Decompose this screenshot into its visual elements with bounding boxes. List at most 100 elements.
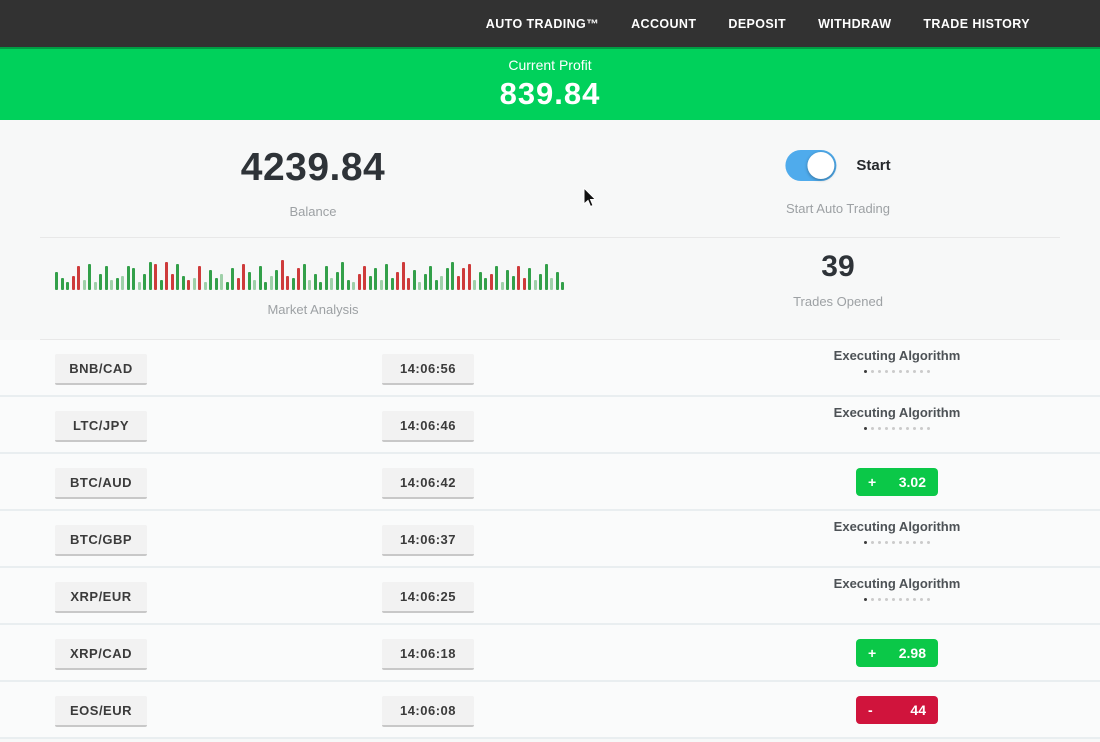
nav-item-deposit[interactable]: DEPOSIT — [728, 16, 787, 31]
time-chip: 14:06:56 — [382, 354, 474, 385]
green-candle-bar — [209, 270, 212, 290]
red-candle-bar — [71, 276, 75, 290]
progress-dot — [899, 541, 902, 544]
account-section: 4239.84 Balance Start Start Auto Trading — [0, 120, 1100, 237]
progress-dot — [913, 541, 916, 544]
progress-dot — [927, 598, 930, 601]
progress-dot — [864, 370, 867, 373]
progress-dot — [906, 427, 909, 430]
green-candle-bar — [352, 282, 355, 290]
nav-item-withdraw[interactable]: WITHDRAW — [818, 16, 892, 31]
nav-item-account[interactable]: ACCOUNT — [631, 16, 697, 31]
red-candle-bar — [236, 278, 240, 290]
auto-trading-block: Start Start Auto Trading — [785, 150, 891, 216]
market-analysis-chart — [55, 256, 570, 290]
divider — [40, 339, 1060, 340]
auto-trading-toggle[interactable] — [785, 150, 837, 181]
green-candle-bar — [440, 276, 443, 290]
green-candle-bar — [115, 278, 119, 290]
progress-dots — [787, 541, 1007, 544]
green-candle-bar — [313, 274, 317, 290]
green-candle-bar — [126, 266, 130, 290]
progress-dot — [906, 541, 909, 544]
green-candle-bar — [214, 278, 218, 290]
green-candle-bar — [275, 270, 278, 290]
red-candle-bar — [77, 266, 80, 290]
progress-dot — [885, 541, 888, 544]
green-candle-bar — [143, 274, 146, 290]
profit-badge: +2.98 — [856, 639, 938, 667]
trade-status: Executing Algorithm — [787, 576, 1007, 601]
trades-table: BNB/CAD 14:06:56 Executing Algorithm LTC/JP… — [0, 340, 1100, 739]
red-candle-bar — [489, 274, 493, 290]
time-chip: 14:06:46 — [382, 411, 474, 442]
green-candle-bar — [324, 266, 328, 290]
progress-dot — [885, 370, 888, 373]
green-candle-bar — [291, 278, 295, 290]
progress-dot — [906, 370, 909, 373]
badge-sign: - — [868, 702, 873, 718]
progress-dot — [920, 541, 923, 544]
progress-dot — [864, 427, 867, 430]
time-chip: 14:06:37 — [382, 525, 474, 556]
pair-chip: BTC/AUD — [55, 468, 147, 499]
table-row: EOS/EUR 14:06:08 - 44 — [0, 682, 1100, 739]
green-candle-bar — [66, 282, 69, 290]
badge-sign: + — [868, 474, 877, 490]
toggle-label: Start — [856, 157, 891, 174]
green-candle-bar — [203, 282, 207, 290]
executing-label: Executing Algorithm — [833, 348, 961, 363]
progress-dot — [871, 541, 874, 544]
progress-dot — [913, 370, 916, 373]
progress-dot — [899, 598, 902, 601]
trades-opened-value: 39 — [821, 250, 855, 283]
red-candle-bar — [198, 266, 201, 290]
trades-opened-block: 39 Trades Opened — [793, 250, 883, 309]
green-candle-bar — [368, 276, 372, 290]
red-candle-bar — [297, 268, 300, 290]
pair-chip: LTC/JPY — [55, 411, 147, 442]
green-candle-bar — [451, 262, 454, 290]
progress-dot — [920, 370, 923, 373]
red-candle-bar — [462, 268, 465, 290]
progress-dot — [878, 427, 881, 430]
market-analysis-label: Market Analysis — [267, 302, 359, 317]
pair-chip: XRP/EUR — [55, 582, 147, 613]
green-candle-bar — [533, 280, 537, 290]
balance-label: Balance — [289, 204, 337, 219]
green-candle-bar — [561, 282, 564, 290]
red-candle-bar — [456, 276, 460, 290]
table-row: XRP/EUR 14:06:25 Executing Algorithm — [0, 568, 1100, 625]
green-candle-bar — [137, 282, 141, 290]
green-candle-bar — [473, 280, 476, 290]
balance-block: 4239.84 Balance — [241, 146, 385, 219]
progress-dot — [899, 427, 902, 430]
progress-dot — [871, 427, 874, 430]
red-candle-bar — [363, 266, 366, 290]
green-candle-bar — [385, 264, 388, 290]
green-candle-bar — [319, 282, 322, 290]
green-candle-bar — [528, 268, 531, 290]
progress-dot — [878, 541, 881, 544]
progress-dot — [892, 427, 895, 430]
loss-badge: - 44 — [856, 696, 938, 724]
top-nav: AUTO TRADING™ ACCOUNT DEPOSIT WITHDRAW TRADE… — [0, 0, 1100, 47]
progress-dot — [864, 598, 867, 601]
progress-dot — [899, 370, 902, 373]
time-chip: 14:06:08 — [382, 696, 474, 727]
green-candle-bar — [247, 272, 251, 290]
badge-value: 3.02 — [898, 474, 926, 490]
table-row: BNB/CAD 14:06:56 Executing Algorithm — [0, 340, 1100, 397]
progress-dot — [885, 598, 888, 601]
green-candle-bar — [55, 272, 58, 290]
trade-status: +3.02 — [787, 462, 1007, 496]
red-candle-bar — [165, 262, 168, 290]
nav-item-auto-trading[interactable]: AUTO TRADING™ — [485, 16, 600, 31]
red-candle-bar — [154, 264, 157, 290]
red-candle-bar — [522, 278, 526, 290]
nav-item-trade-history[interactable]: TRADE HISTORY — [923, 16, 1030, 31]
progress-dots — [787, 427, 1007, 430]
toggle-knob — [807, 152, 835, 179]
green-candle-bar — [423, 274, 427, 290]
red-candle-bar — [187, 280, 190, 290]
